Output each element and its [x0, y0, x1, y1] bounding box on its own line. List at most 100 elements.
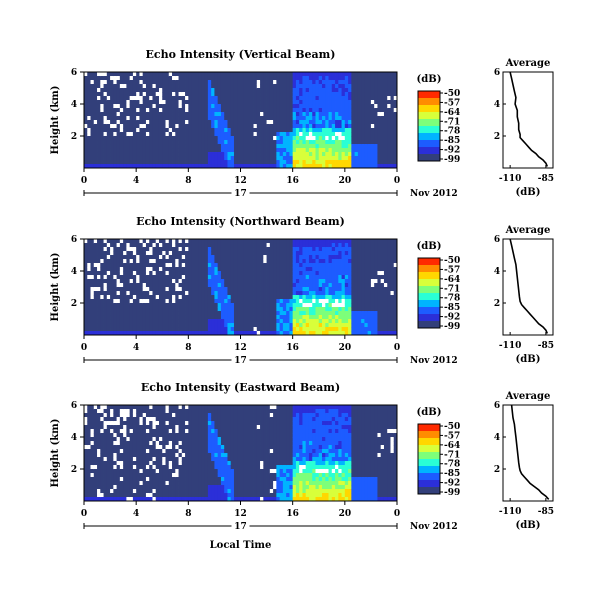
heatmap-cell [84, 160, 88, 165]
heatmap-cell [315, 148, 320, 153]
heatmap-cell [211, 255, 215, 260]
heatmap-cell [331, 132, 336, 137]
heatmap-cell [315, 108, 320, 113]
heatmap-cell [364, 259, 369, 264]
heatmap-cell [136, 76, 140, 81]
heatmap-cell [132, 152, 137, 157]
heatmap-cell [211, 271, 215, 276]
heatmap-cell [152, 140, 157, 145]
heatmap-cell [364, 72, 369, 77]
heatmap-cell [93, 108, 98, 113]
heatmap-cell [299, 108, 303, 113]
heatmap-cell [126, 132, 131, 137]
heatmap-cell [383, 299, 388, 304]
heatmap-cell [100, 473, 104, 478]
heatmap-cell [292, 275, 297, 280]
heatmap-cell [256, 323, 261, 328]
heatmap-cell [214, 72, 219, 77]
heatmap-cell [305, 275, 310, 280]
heatmap-cell [325, 299, 329, 304]
heatmap-cell [344, 247, 349, 252]
heatmap-cell [364, 275, 369, 280]
heatmap-cell [152, 291, 157, 296]
heatmap-cell [282, 148, 287, 153]
heatmap-cell [312, 291, 316, 296]
heatmap-cell [322, 311, 326, 316]
heatmap-cell [152, 267, 157, 272]
heatmap-cell [139, 124, 144, 129]
heatmap-cell [204, 259, 209, 264]
heatmap-panel-0: Echo Intensity (Vertical Beam)642Height … [50, 48, 554, 199]
heatmap-cell [172, 152, 176, 157]
heatmap-cell [370, 315, 375, 320]
heatmap-cell [97, 319, 101, 324]
heatmap-cell [230, 259, 235, 264]
heatmap-cell [344, 144, 349, 149]
day-label: 17 [234, 356, 247, 366]
heatmap-cell [374, 319, 378, 324]
heatmap-cell [201, 160, 206, 165]
heatmap-cell [129, 267, 134, 272]
heatmap-cell [279, 116, 284, 121]
heatmap-cell [198, 319, 202, 324]
heatmap-cell [233, 100, 238, 105]
heatmap-cell [116, 331, 121, 336]
heatmap-cell [357, 104, 362, 109]
heatmap-cell [250, 128, 254, 133]
heatmap-cell [87, 457, 91, 462]
heatmap-cell [344, 160, 349, 165]
heatmap-cell [364, 108, 369, 113]
heatmap-cell [113, 417, 117, 422]
heatmap-cell [136, 263, 140, 268]
heatmap-cell [198, 80, 202, 85]
heatmap-cell [103, 307, 108, 312]
heatmap-cell [354, 331, 359, 336]
heatmap-cell [273, 247, 277, 252]
heatmap-cell [214, 136, 219, 141]
heatmap-cell [181, 84, 186, 89]
heatmap-cell [308, 275, 313, 280]
heatmap-cell [211, 331, 215, 336]
heatmap-cell [149, 164, 153, 169]
heatmap-cell [191, 104, 196, 109]
heatmap-cell [253, 319, 258, 324]
heatmap-cell [269, 120, 274, 125]
heatmap-cell [103, 271, 108, 276]
x-tick-label: 20 [339, 176, 352, 186]
heatmap-cell [269, 315, 274, 320]
heatmap-cell [227, 92, 232, 97]
heatmap-cell [172, 295, 176, 300]
heatmap-cell [188, 148, 192, 153]
heatmap-cell [325, 271, 329, 276]
heatmap-cell [90, 100, 95, 105]
heatmap-cell [198, 307, 202, 312]
heatmap-cell [129, 283, 134, 288]
heatmap-cell [240, 327, 245, 332]
heatmap-cell [351, 303, 356, 308]
heatmap-cell [302, 100, 307, 105]
heatmap-cell [269, 271, 274, 276]
heatmap-cell [243, 128, 248, 133]
heatmap-cell [292, 263, 297, 268]
heatmap-cell [165, 259, 170, 264]
heatmap-cell [315, 319, 320, 324]
heatmap-cell [266, 251, 271, 256]
heatmap-cell [335, 132, 339, 137]
heatmap-cell [100, 493, 104, 498]
heatmap-cell [312, 160, 316, 165]
heatmap-cell [240, 120, 245, 125]
heatmap-cell [377, 96, 382, 101]
heatmap-cell [361, 311, 365, 316]
heatmap-cell [227, 164, 232, 169]
heatmap-cell [380, 319, 385, 324]
heatmap-cell [87, 116, 91, 121]
heatmap-cell [158, 76, 163, 81]
heatmap-cell [325, 128, 329, 133]
heatmap-cell [367, 92, 372, 97]
heatmap-cell [110, 497, 114, 502]
heatmap-cell [250, 323, 254, 328]
heatmap-cell [390, 112, 395, 117]
heatmap-cell [185, 132, 189, 137]
heatmap-cell [217, 84, 222, 89]
heatmap-cell [168, 243, 173, 248]
